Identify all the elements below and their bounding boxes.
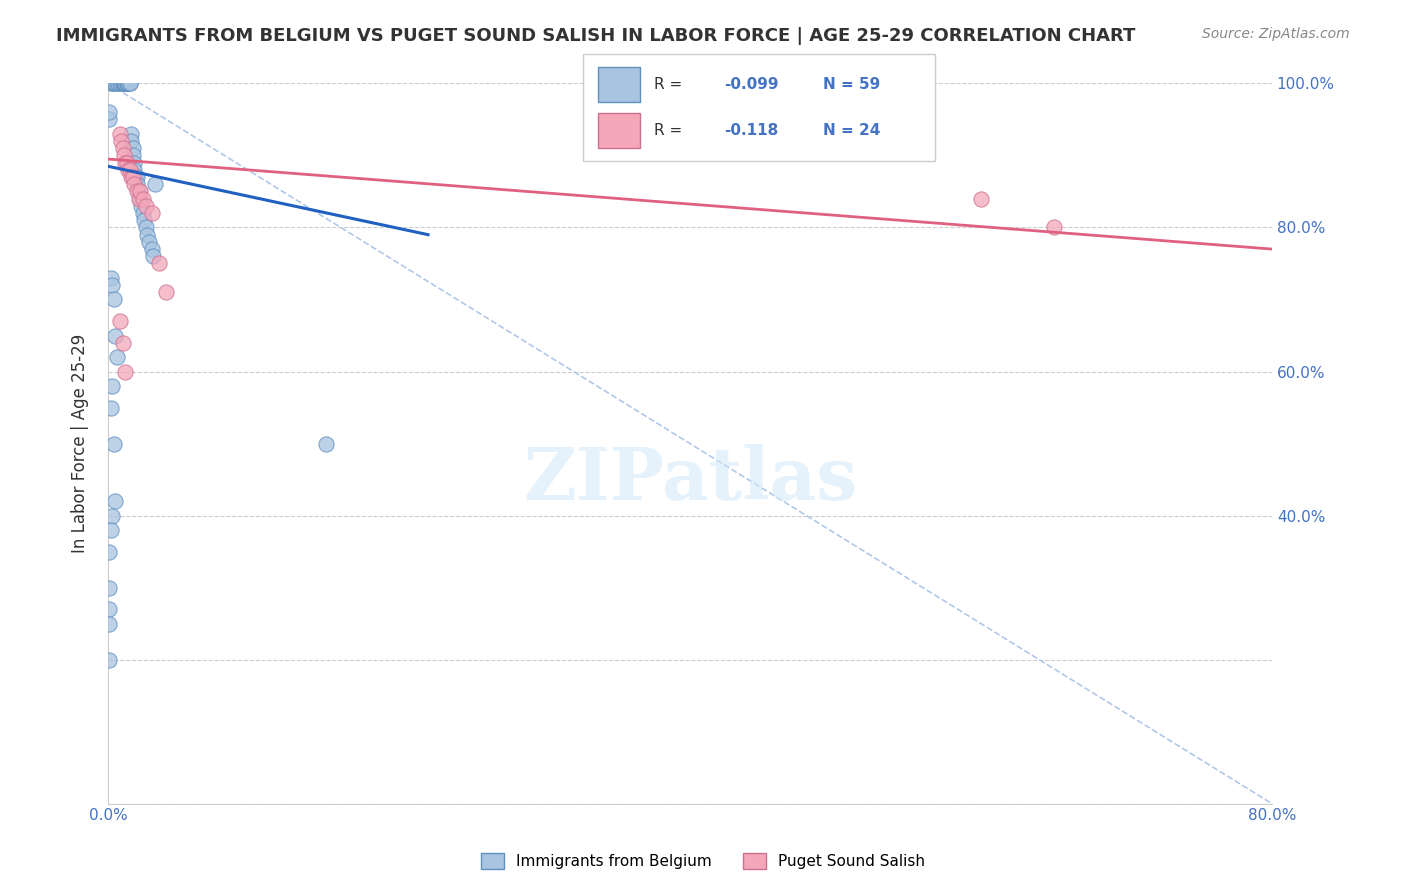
Point (114, 77, 136, 91)
Point (105, 77, 128, 91)
Text: R =: R = (654, 77, 688, 92)
Point (98, 112, 121, 127)
Point (108, 314, 131, 328)
Point (112, 148, 135, 162)
Point (111, 335, 134, 350)
Point (98, 652, 121, 666)
Point (100, 271, 122, 285)
Point (104, 494, 127, 508)
Point (135, 199, 157, 213)
Point (120, 134, 142, 148)
Point (98, 616, 121, 631)
Point (104, 328, 127, 343)
Point (128, 185, 150, 199)
Point (128, 192, 150, 206)
Point (103, 436, 125, 450)
Text: R =: R = (654, 123, 692, 138)
Point (970, 192, 993, 206)
Point (117, 162, 139, 177)
Y-axis label: In Labor Force | Age 25-29: In Labor Force | Age 25-29 (72, 334, 89, 553)
Point (114, 364, 136, 378)
Point (141, 242, 163, 256)
Legend: Immigrants from Belgium, Puget Sound Salish: Immigrants from Belgium, Puget Sound Sal… (475, 847, 931, 875)
Point (1042, 220, 1064, 235)
FancyBboxPatch shape (583, 54, 935, 161)
Point (107, 77, 129, 91)
Point (100, 401, 122, 415)
Point (155, 285, 177, 300)
Point (108, 77, 131, 91)
Point (315, 436, 337, 450)
Point (101, 508, 124, 523)
Point (132, 206, 155, 220)
Text: IMMIGRANTS FROM BELGIUM VS PUGET SOUND SALISH IN LABOR FORCE | AGE 25-29 CORRELA: IMMIGRANTS FROM BELGIUM VS PUGET SOUND S… (56, 27, 1136, 45)
Point (129, 192, 152, 206)
Point (121, 141, 143, 155)
Point (142, 249, 165, 263)
Point (131, 199, 153, 213)
Point (98, 105, 121, 120)
Point (103, 77, 125, 91)
Point (129, 185, 152, 199)
FancyBboxPatch shape (598, 113, 640, 148)
Point (115, 77, 138, 91)
Point (143, 178, 166, 192)
Point (122, 155, 145, 169)
FancyBboxPatch shape (598, 68, 640, 102)
Point (136, 227, 159, 242)
Point (120, 170, 142, 185)
Point (114, 77, 136, 91)
Point (105, 350, 128, 364)
Point (138, 235, 160, 249)
Point (100, 77, 122, 91)
Point (101, 379, 124, 393)
Point (115, 77, 138, 91)
Point (120, 127, 142, 141)
Point (112, 77, 135, 91)
Point (127, 178, 149, 192)
Text: N = 24: N = 24 (823, 123, 880, 138)
Point (122, 178, 145, 192)
Point (134, 213, 156, 227)
Text: Source: ZipAtlas.com: Source: ZipAtlas.com (1202, 27, 1350, 41)
Point (104, 77, 127, 91)
Point (117, 77, 139, 91)
Point (114, 155, 136, 169)
Point (103, 293, 125, 307)
Point (141, 206, 163, 220)
Text: ZIPatlas: ZIPatlas (523, 444, 858, 515)
Point (148, 256, 170, 270)
Point (110, 77, 132, 91)
Point (98, 544, 121, 558)
Point (100, 523, 122, 537)
Point (108, 127, 131, 141)
Point (112, 77, 135, 91)
Point (121, 148, 143, 162)
Point (111, 77, 134, 91)
Point (127, 185, 149, 199)
Point (127, 170, 149, 185)
Point (121, 170, 143, 185)
Point (122, 162, 145, 177)
Point (98, 602, 121, 616)
Point (124, 170, 146, 185)
Point (117, 77, 139, 91)
Point (111, 141, 134, 155)
Text: N = 59: N = 59 (823, 77, 880, 92)
Point (98, 581, 121, 595)
Point (101, 278, 124, 293)
Point (118, 77, 141, 91)
Point (118, 162, 141, 177)
Point (135, 220, 157, 235)
Text: -0.099: -0.099 (724, 77, 779, 92)
Point (115, 155, 138, 169)
Point (101, 77, 124, 91)
Point (110, 134, 132, 148)
Text: -0.118: -0.118 (724, 123, 779, 138)
Point (118, 77, 141, 91)
Point (111, 77, 134, 91)
Point (132, 192, 155, 206)
